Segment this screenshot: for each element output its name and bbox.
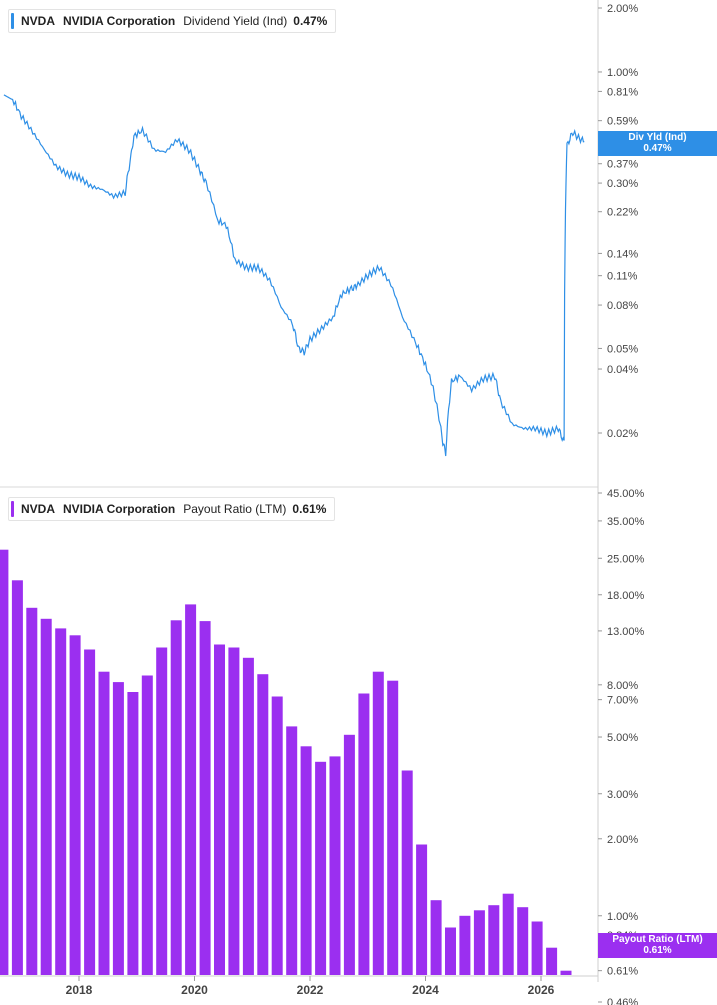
y-tick-label: 3.00% (607, 789, 638, 801)
y-tick-label: 0.30% (607, 178, 638, 190)
y-tick-label: 1.00% (607, 911, 638, 923)
payout-bar (11, 580, 23, 975)
flag-label: Div Yld (Ind) (628, 132, 687, 143)
y-tick-label: 0.02% (607, 428, 638, 440)
legend-metric: Payout Ratio (LTM) (183, 502, 287, 516)
payout-bar (473, 910, 485, 975)
payout-ratio-plot (0, 549, 572, 975)
payout-bar (517, 907, 529, 975)
legend-dividend-yield: NVDA NVIDIA Corporation Dividend Yield (In… (8, 9, 337, 33)
payout-bar (502, 893, 514, 975)
x-tick-label: 2024 (412, 983, 439, 997)
payout-bar (98, 671, 110, 975)
payout-bar (26, 607, 38, 975)
x-tick-label: 2026 (528, 983, 555, 997)
x-axis: 2018 2020 2022 2024 2026 (0, 975, 598, 997)
payout-bar (199, 621, 211, 975)
payout-bar (401, 770, 413, 975)
flag-label: Payout Ratio (LTM) (612, 934, 703, 945)
flag-value: 0.61% (643, 945, 672, 956)
last-value-flag-yield: Div Yld (Ind) 0.47% (598, 131, 717, 156)
x-tick-label: 2022 (297, 983, 324, 997)
y-tick-label: 25.00% (607, 553, 645, 565)
y-tick-label: 0.61% (607, 966, 638, 978)
legend-ticker: NVDA (21, 502, 56, 516)
legend-value: 0.61% (292, 502, 327, 516)
payout-bar (459, 915, 471, 975)
payout-bar (560, 970, 572, 975)
payout-bar (430, 900, 442, 975)
y-tick-label: 45.00% (607, 488, 645, 500)
y-tick-label: 0.59% (607, 116, 638, 128)
legend-company: NVIDIA Corporation (63, 502, 176, 516)
payout-bar (343, 734, 355, 975)
payout-bar (112, 682, 124, 975)
payout-bar (242, 657, 254, 975)
payout-bar (84, 649, 96, 975)
payout-bar (546, 947, 558, 975)
y-tick-label: 0.14% (607, 248, 638, 260)
payout-bar (170, 620, 182, 975)
y-tick-label: 7.00% (607, 695, 638, 707)
payout-bar (387, 680, 399, 975)
payout-bar (185, 604, 197, 975)
x-tick-label: 2018 (66, 983, 93, 997)
y-tick-label: 0.46% (607, 997, 638, 1005)
payout-bar (127, 692, 139, 975)
y-tick-label: 0.37% (607, 159, 638, 171)
legend-value: 0.47% (293, 14, 328, 28)
payout-bar (214, 644, 225, 975)
payout-bar (358, 693, 370, 975)
dividend-yield-plot (3, 94, 585, 457)
legend-company: NVIDIA Corporation (63, 14, 176, 28)
legend-payout-ratio: NVDA NVIDIA Corporation Payout Ratio (LTM)… (8, 497, 336, 521)
payout-bar (141, 675, 153, 975)
y-tick-label: 5.00% (607, 732, 638, 744)
y-tick-label: 0.04% (607, 364, 638, 376)
legend-metric: Dividend Yield (Ind) (183, 14, 288, 28)
series-color-swatch (11, 501, 14, 517)
y-tick-label: 2.00% (607, 834, 638, 846)
payout-bar (257, 674, 269, 975)
payout-bar (445, 927, 456, 975)
payout-bar (271, 696, 283, 975)
y-tick-label: 0.81% (607, 86, 638, 98)
y-tick-label: 35.00% (607, 516, 645, 528)
x-tick-label: 2020 (181, 983, 208, 997)
y-tick-label: 13.00% (607, 626, 645, 638)
payout-bar (315, 761, 327, 975)
payout-bar (300, 746, 312, 975)
payout-bar (156, 647, 168, 975)
y-axis-top: 2.00% 1.00% 0.81% 0.59% 0.37% 0.30% 0.22% 0.14%… (598, 3, 638, 440)
payout-bar (372, 671, 384, 975)
y-tick-label: 1.00% (607, 67, 638, 79)
y-tick-label: 2.00% (607, 3, 638, 15)
legend-ticker: NVDA (21, 14, 56, 28)
y-tick-label: 0.08% (607, 300, 638, 312)
y-tick-label: 8.00% (607, 680, 638, 692)
y-tick-label: 0.05% (607, 343, 638, 355)
payout-bar (55, 628, 67, 975)
payout-bar (69, 635, 81, 975)
y-tick-label: 18.00% (607, 590, 645, 602)
y-tick-label: 0.11% (607, 271, 638, 283)
y-axis-bottom: 45.00% 35.00% 25.00% 18.00% 13.00% 8.00% 7.00%… (598, 488, 645, 1005)
payout-bar (329, 756, 341, 975)
payout-bar (228, 647, 240, 975)
y-tick-label: 0.22% (607, 207, 638, 219)
payout-bar (531, 921, 543, 975)
last-value-flag-payout: Payout Ratio (LTM) 0.61% (598, 933, 717, 958)
payout-bar (416, 844, 428, 975)
series-line-dividend-yield (3, 94, 585, 457)
payout-bar (488, 905, 500, 975)
payout-bar (0, 549, 9, 975)
payout-bar (40, 618, 52, 975)
payout-bar (286, 726, 298, 975)
series-color-swatch (11, 13, 14, 29)
flag-value: 0.47% (643, 143, 672, 154)
